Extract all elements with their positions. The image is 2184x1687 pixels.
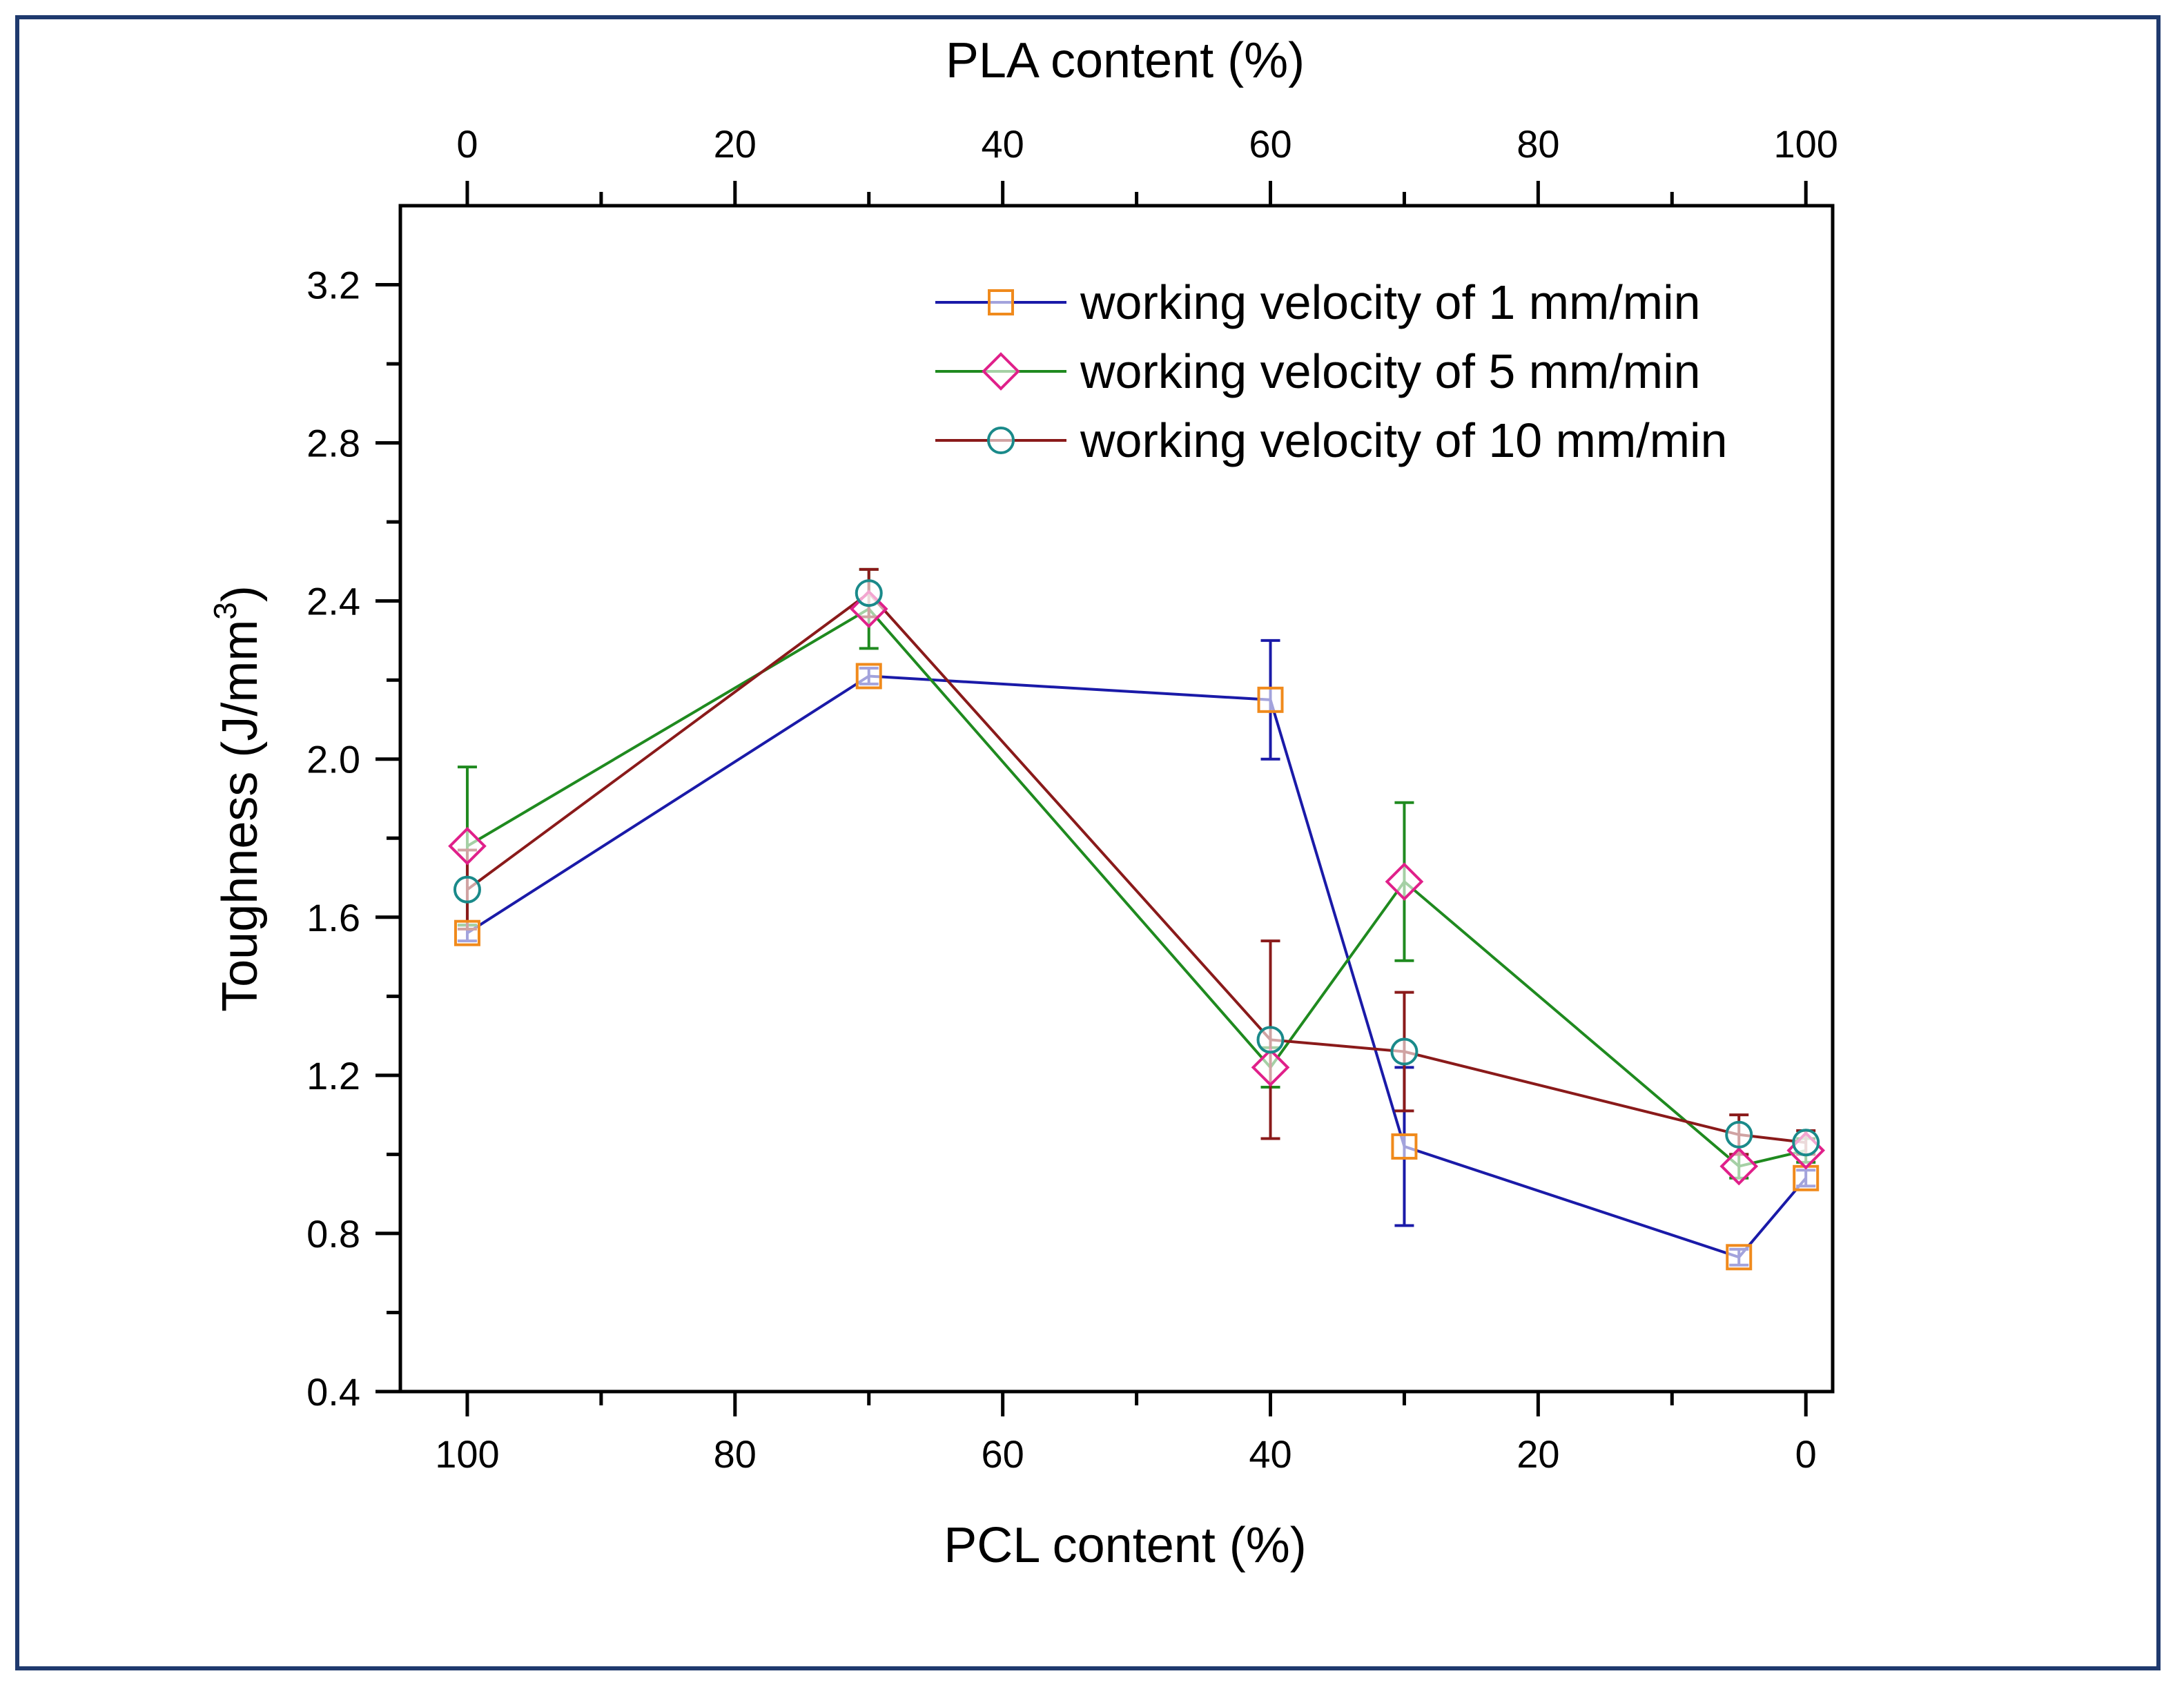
x2-tick-label: 60 [1249,122,1291,166]
data-point-3 [1792,1129,1820,1157]
data-point-1 [1726,1244,1753,1271]
y-tick-label: 2.0 [306,738,360,781]
x2-tick-label: 0 [456,122,478,166]
legend-marker-3 [987,427,1015,454]
data-point-3 [1256,1026,1285,1054]
series-line-1 [466,674,1807,1259]
data-point-2 [1251,1048,1290,1087]
x-axis-title: PCL content (%) [944,1518,1307,1573]
series-line-3 [466,591,1806,1144]
legend-label-1: working velocity of 1 mm/min [1080,275,1701,329]
y-axis-title-main: Toughness (J/mm [213,620,268,1012]
data-point-3 [855,579,883,607]
data-point-1 [1793,1164,1820,1191]
y-tick-label: 0.8 [306,1212,360,1256]
legend-label-3: working velocity of 10 mm/min [1080,413,1728,467]
x-tick-label: 40 [1249,1432,1291,1476]
data-point-2 [1719,1147,1759,1186]
y-tick-label: 2.8 [306,422,360,465]
legend-marker-2 [982,352,1020,391]
data-point-3 [453,875,481,904]
x2-axis-title: PLA content (%) [946,33,1305,88]
data-point-2 [448,826,487,866]
y-tick-label: 3.2 [306,264,360,307]
data-point-2 [1385,862,1424,901]
x-tick-label: 80 [714,1432,757,1476]
plot-area-frame [398,204,1835,1394]
data-point-3 [1725,1120,1753,1149]
legend-marker-1 [988,289,1014,315]
data-point-1 [454,919,480,946]
y-axis-title-unit-superscript: 3 [207,602,243,620]
data-point-1 [855,663,882,690]
y-tick-label: 1.6 [306,896,360,939]
figure-frame [15,15,2161,1670]
x2-tick-label: 80 [1517,122,1559,166]
data-point-1 [1391,1133,1418,1160]
y-tick-label: 1.2 [306,1054,360,1098]
y-tick-label: 2.4 [306,580,360,623]
y-axis-title: Toughness (J/mm3) [207,585,268,1012]
x-tick-label: 100 [435,1432,499,1476]
x-tick-label: 60 [982,1432,1024,1476]
y-axis-title-close: ) [213,585,268,602]
y-tick-label: 0.4 [306,1370,360,1414]
x2-tick-label: 100 [1773,122,1837,166]
data-point-1 [1257,686,1284,713]
x2-tick-label: 40 [982,122,1024,166]
x-tick-label: 20 [1517,1432,1559,1476]
data-point-3 [1390,1037,1418,1066]
legend-label-2: working velocity of 5 mm/min [1080,344,1701,398]
x-tick-label: 0 [1795,1432,1817,1476]
x2-tick-label: 20 [714,122,757,166]
